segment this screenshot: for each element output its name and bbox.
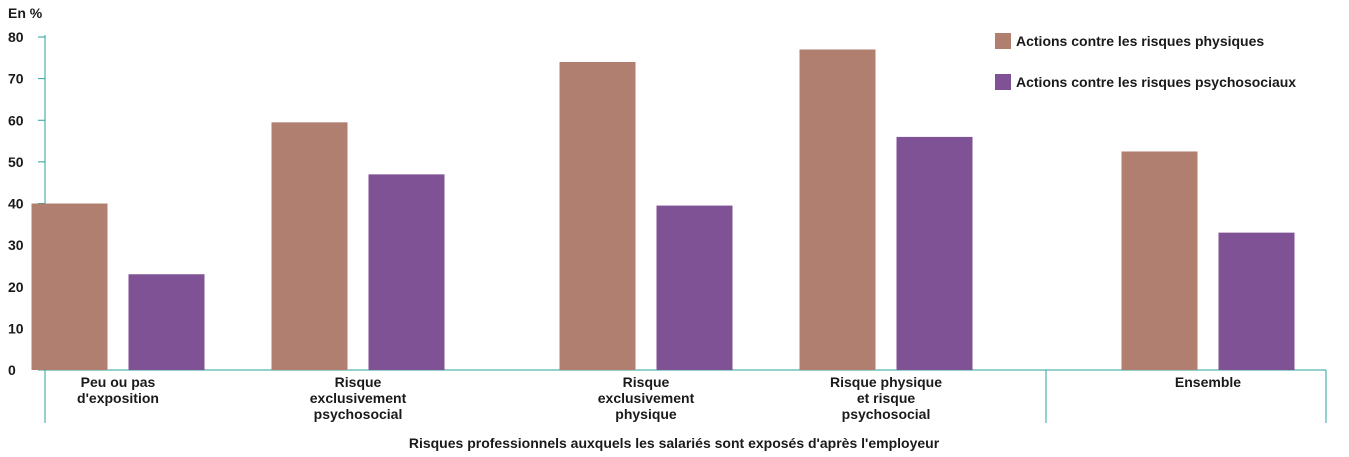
category-label: Risque physique et risque psychosocial: [830, 374, 942, 422]
y-tick-label: 20: [8, 279, 24, 295]
bars: [32, 49, 1295, 370]
x-axis-title: Risques professionnels auxquels les sala…: [409, 435, 940, 451]
legend-swatch: [995, 33, 1011, 49]
bar-series-1: [560, 62, 636, 370]
bar-series-1: [1122, 151, 1198, 370]
y-unit-label: En %: [8, 5, 43, 21]
bar-series-2: [1219, 233, 1295, 370]
bar-series-1: [32, 204, 108, 371]
category-label: Peu ou pas d'exposition: [77, 374, 159, 406]
y-tick-label: 40: [8, 196, 24, 212]
category-labels: Peu ou pas d'exposition Risque exclusivemen…: [77, 374, 1241, 422]
y-tick-label: 70: [8, 71, 24, 87]
category-label: Risque exclusivement psychosocial: [310, 374, 407, 422]
y-tick-label: 30: [8, 237, 24, 253]
category-label: Ensemble: [1175, 374, 1241, 390]
y-tick-label: 0: [8, 362, 16, 378]
bar-series-2: [369, 174, 445, 370]
y-tick-label: 10: [8, 320, 24, 336]
bar-series-1: [272, 122, 348, 370]
legend-label: Actions contre les risques psychosociaux: [1016, 74, 1296, 90]
category-label: Risque exclusivement physique: [598, 374, 695, 422]
bar-series-2: [897, 137, 973, 370]
bar-series-2: [657, 206, 733, 370]
y-tick-label: 60: [8, 112, 24, 128]
legend: Actions contre les risques physiques Acti…: [995, 33, 1296, 90]
bar-series-1: [800, 49, 876, 370]
y-tick-label: 50: [8, 154, 24, 170]
legend-label: Actions contre les risques physiques: [1016, 33, 1264, 49]
bar-series-2: [129, 274, 205, 370]
legend-swatch: [995, 74, 1011, 90]
y-tick-label: 80: [8, 29, 24, 45]
